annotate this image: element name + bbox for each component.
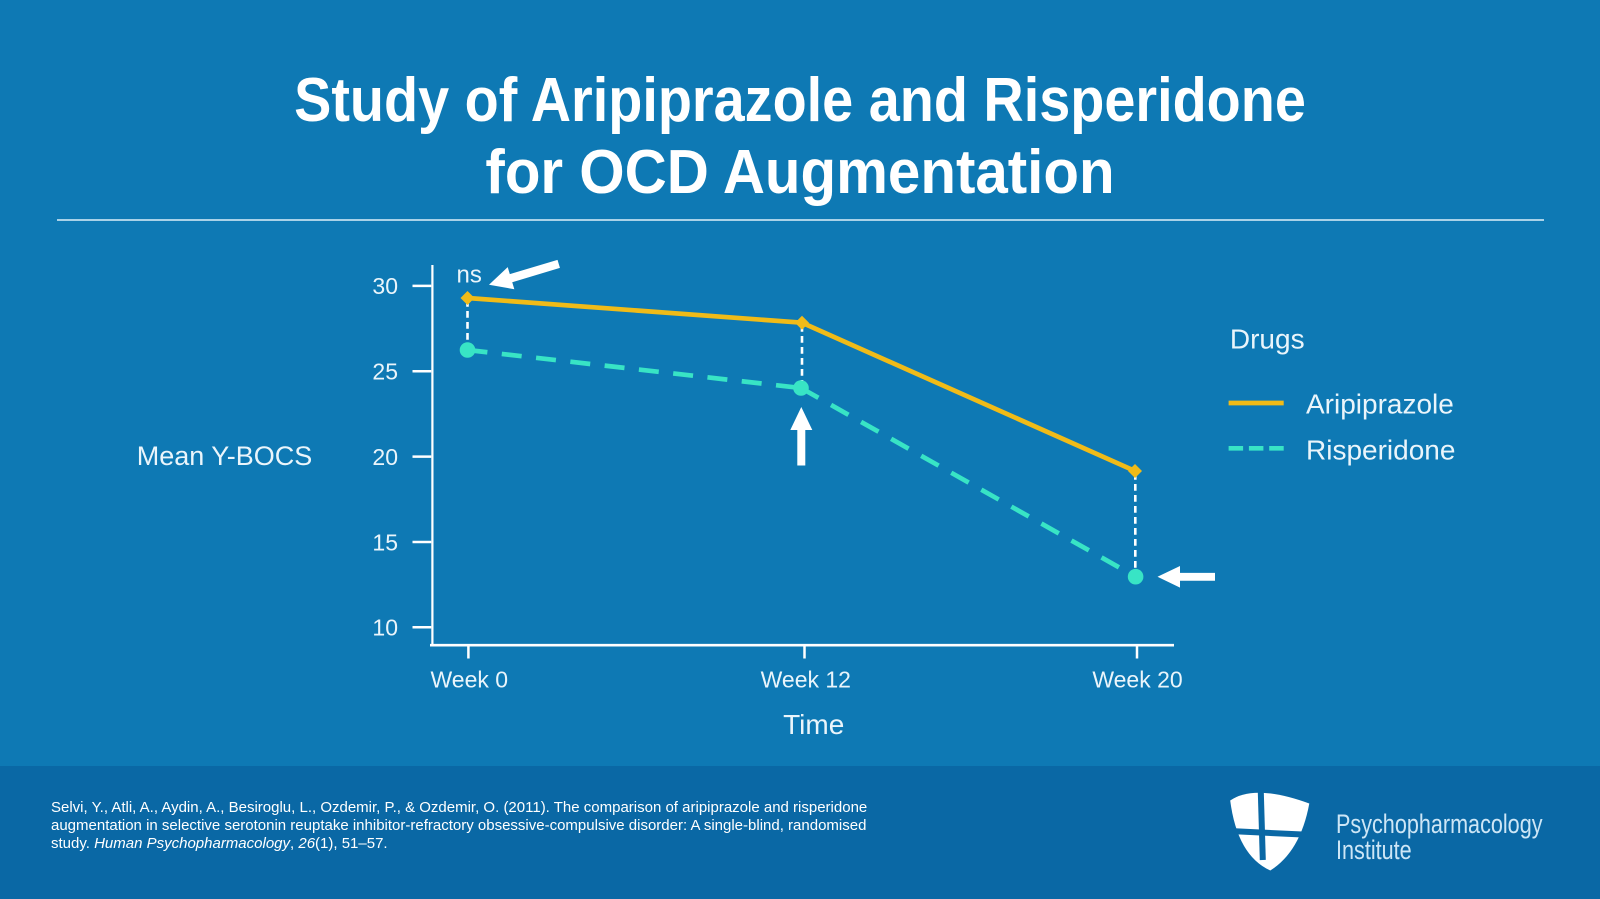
svg-text:Week 12: Week 12 [761,667,851,693]
svg-text:20: 20 [372,444,398,470]
svg-text:Week 20: Week 20 [1092,667,1182,693]
svg-text:ns: ns [457,261,482,288]
svg-text:Mean Y-BOCS: Mean Y-BOCS [137,441,313,471]
svg-text:Week 0: Week 0 [431,667,509,693]
svg-text:Drugs: Drugs [1230,324,1305,355]
svg-text:25: 25 [372,359,398,385]
svg-text:10: 10 [372,615,398,641]
svg-text:Aripiprazole: Aripiprazole [1306,388,1454,419]
svg-text:30: 30 [372,273,398,299]
svg-text:15: 15 [372,529,398,555]
svg-text:Risperidone: Risperidone [1306,434,1455,465]
svg-text:Time: Time [783,709,844,740]
